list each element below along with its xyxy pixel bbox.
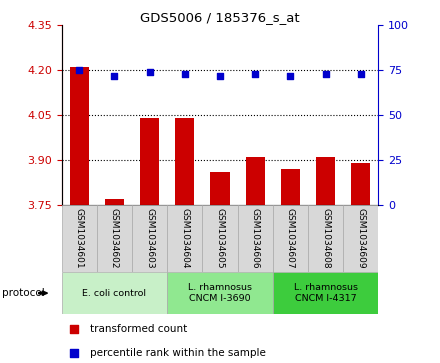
Text: E. coli control: E. coli control xyxy=(82,289,147,298)
Point xyxy=(287,73,294,79)
Text: L. rhamnosus
CNCM I-3690: L. rhamnosus CNCM I-3690 xyxy=(188,284,252,303)
Point xyxy=(76,68,83,73)
Bar xyxy=(132,205,167,272)
Bar xyxy=(308,205,343,272)
Bar xyxy=(210,172,230,205)
Bar xyxy=(273,205,308,272)
Point xyxy=(111,73,118,79)
Bar xyxy=(62,205,97,272)
Bar xyxy=(273,272,378,314)
Point xyxy=(332,242,339,248)
Bar xyxy=(167,205,202,272)
Text: GSM1034603: GSM1034603 xyxy=(145,208,154,269)
Point xyxy=(357,71,364,77)
Text: GSM1034609: GSM1034609 xyxy=(356,208,365,269)
Bar xyxy=(140,118,159,205)
Point xyxy=(322,71,329,77)
Point xyxy=(216,73,224,79)
Bar xyxy=(62,272,167,314)
Bar xyxy=(246,157,265,205)
Text: transformed count: transformed count xyxy=(90,324,187,334)
Text: GSM1034608: GSM1034608 xyxy=(321,208,330,269)
Text: protocol: protocol xyxy=(2,288,45,298)
Point xyxy=(332,28,339,33)
Text: GSM1034605: GSM1034605 xyxy=(216,208,224,269)
Text: percentile rank within the sample: percentile rank within the sample xyxy=(90,348,266,358)
Point xyxy=(181,71,188,77)
Bar xyxy=(97,205,132,272)
Bar xyxy=(202,205,238,272)
Bar xyxy=(351,163,370,205)
Bar xyxy=(281,169,300,205)
Bar xyxy=(238,205,273,272)
Bar xyxy=(175,118,194,205)
Text: GSM1034606: GSM1034606 xyxy=(251,208,260,269)
Title: GDS5006 / 185376_s_at: GDS5006 / 185376_s_at xyxy=(140,11,300,24)
Text: GSM1034604: GSM1034604 xyxy=(180,208,189,269)
Bar xyxy=(105,199,124,205)
Text: L. rhamnosus
CNCM I-4317: L. rhamnosus CNCM I-4317 xyxy=(293,284,358,303)
Bar xyxy=(70,67,89,205)
Text: GSM1034602: GSM1034602 xyxy=(110,208,119,269)
Bar xyxy=(343,205,378,272)
Bar xyxy=(316,157,335,205)
Text: GSM1034607: GSM1034607 xyxy=(286,208,295,269)
Point xyxy=(146,69,153,75)
Point xyxy=(252,71,259,77)
Bar xyxy=(167,272,273,314)
Text: GSM1034601: GSM1034601 xyxy=(75,208,84,269)
